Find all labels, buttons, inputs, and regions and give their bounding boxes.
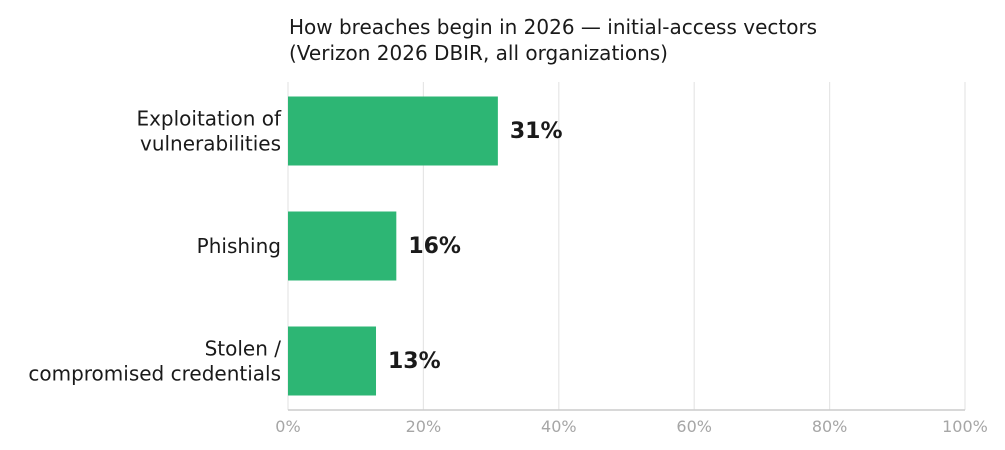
category-label-2-line-0: Stolen / [205,337,282,361]
bar-2 [288,326,377,396]
x-tick-label-20: 20% [406,417,442,436]
x-tick-label-100: 100% [942,417,988,436]
chart-title-line-1: How breaches begin in 2026 — initial-acc… [289,15,817,39]
category-label-0-line-1: vulnerabilities [140,132,281,156]
chart-title-line-2: (Verizon 2026 DBIR, all organizations) [289,41,668,65]
category-label-0-line-0: Exploitation of [136,107,282,131]
x-tick-label-60: 60% [676,417,712,436]
chart-title: How breaches begin in 2026 — initial-acc… [289,15,817,65]
bars [288,96,498,396]
value-labels: 31% 16% 13% [388,119,563,374]
category-label-2-line-1: compromised credentials [28,362,281,386]
value-label-2: 13% [388,349,441,374]
bar-0 [288,96,498,166]
value-label-0: 31% [510,119,563,144]
category-label-1-line-0: Phishing [197,234,281,258]
value-label-1: 16% [408,234,461,259]
bar-1 [288,211,397,281]
x-tick-label-40: 40% [541,417,577,436]
x-tick-label-0: 0% [275,417,300,436]
x-axis-tick-labels: 0% 20% 40% 60% 80% 100% [275,417,988,436]
x-tick-label-80: 80% [812,417,848,436]
